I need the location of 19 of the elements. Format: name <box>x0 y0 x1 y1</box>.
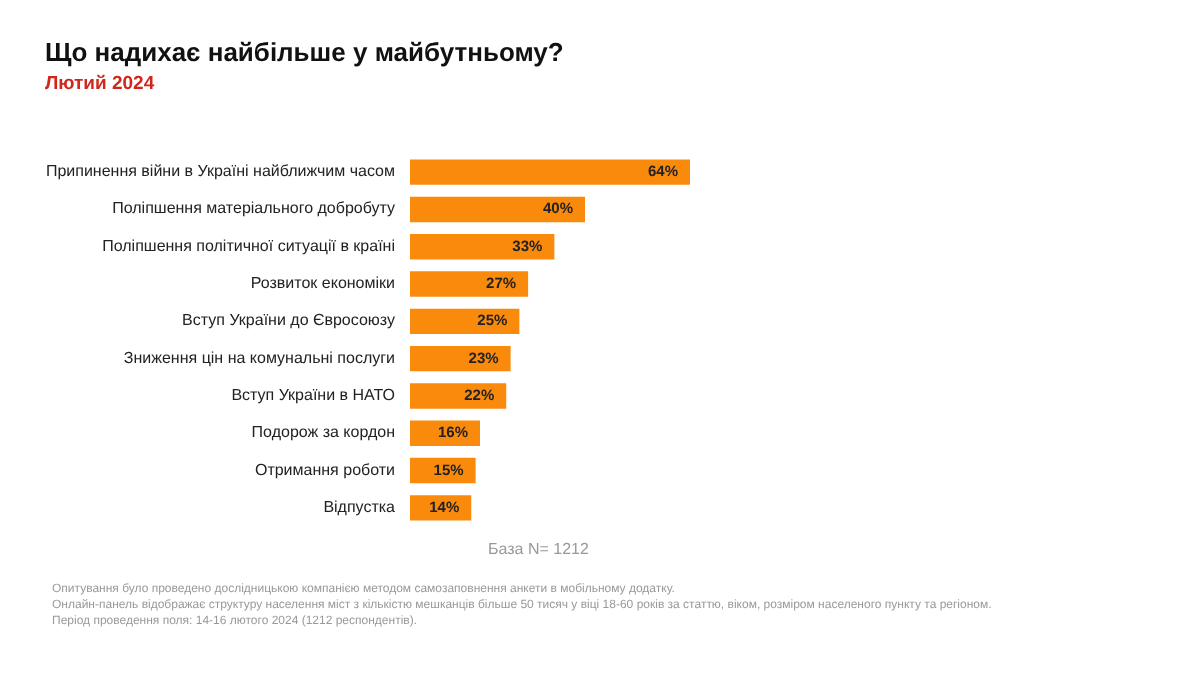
y-tick-label: Відпустка <box>323 497 397 516</box>
bar <box>410 234 555 260</box>
text: Лютий 2024 <box>44 73 156 95</box>
y-tick-label: Поліпшення політичної ситуації в країні <box>102 236 396 255</box>
bar <box>410 383 507 409</box>
bar <box>410 345 511 372</box>
y-tick-label: Подорож за кордон <box>251 423 395 442</box>
y-tick-label: Зниження цін на комунальні послуги <box>123 348 395 367</box>
y-tick-label: Вступ України в НАТО <box>231 385 395 404</box>
y-tick-label: Вступ України до Євросоюзу <box>182 311 395 330</box>
text: База N= 1212 <box>488 540 589 558</box>
y-tick-label: Припинення війни в Україні найближчим часом <box>45 162 395 181</box>
chart-title: Що надихає найбільше у майбутньому? <box>44 37 564 67</box>
y-tick-label: Поліпшення матеріального добробуту <box>112 199 395 218</box>
y-tick-label: Отримання роботи <box>254 460 395 479</box>
y-tick-label: Розвиток економіки <box>250 274 395 293</box>
bar <box>410 159 690 185</box>
bar <box>410 271 529 297</box>
bar <box>410 196 585 223</box>
